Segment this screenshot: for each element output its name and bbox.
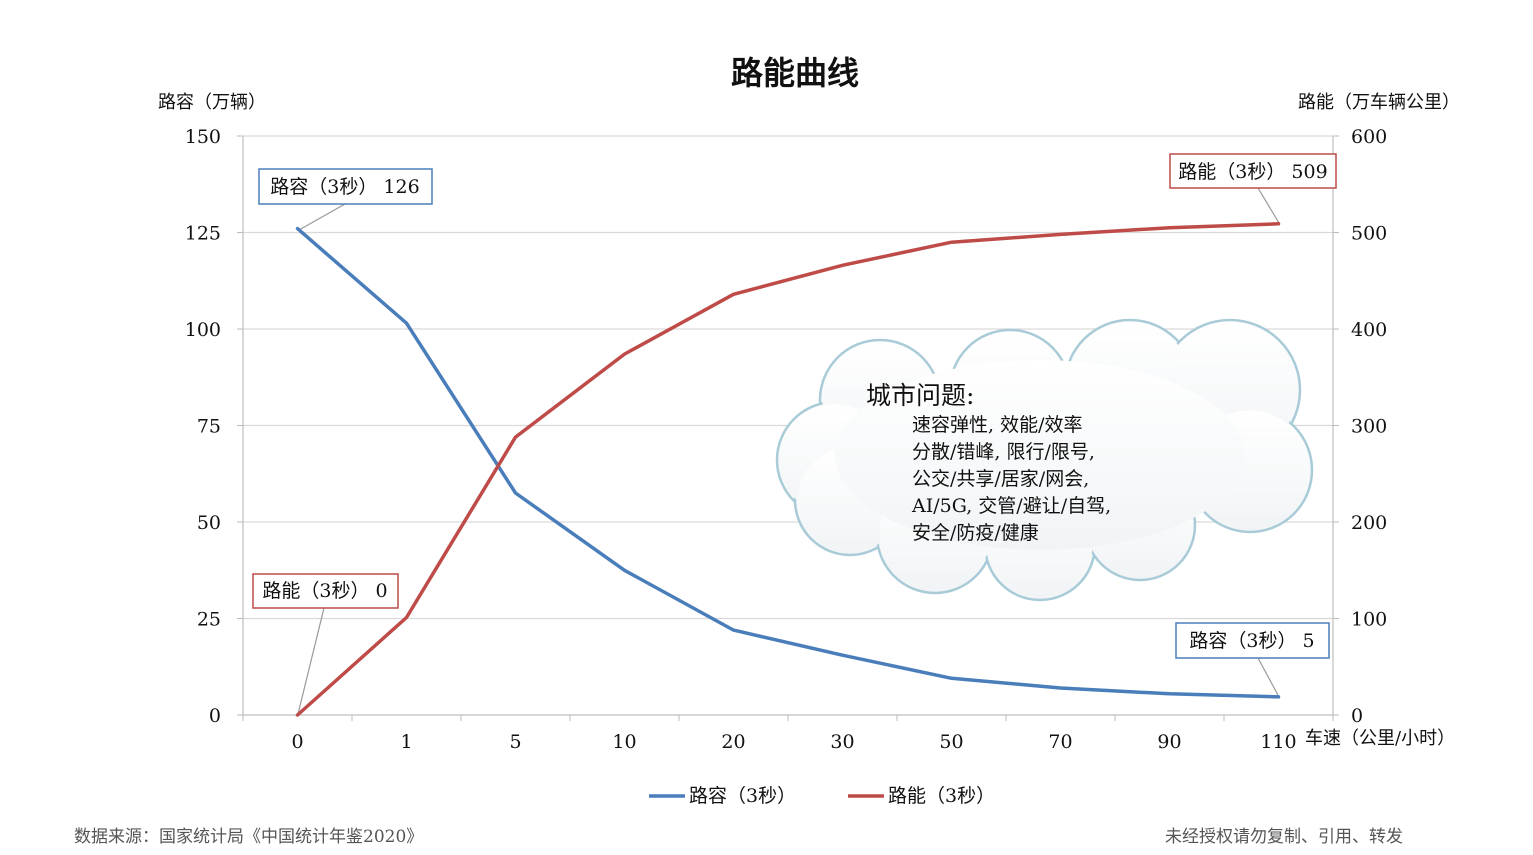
y-right-tick-label: 0 (1351, 705, 1363, 727)
annotation-text: 路能（3秒） 0 (262, 580, 387, 602)
y-left-tick-label: 100 (185, 319, 221, 341)
annotation-capacity-end: 路容（3秒） 5 (1175, 622, 1330, 698)
y-right-tick-label: 500 (1351, 223, 1387, 245)
y-right-tick-label: 100 (1351, 609, 1387, 631)
x-tick-label: 5 (509, 731, 521, 753)
y-left-tick-label: 0 (209, 705, 221, 727)
tick-labels: 0 25 50 75 100 125 150 0 100 200 300 400 500 600 0 1 5 10… (185, 126, 1388, 753)
annotation-energy-end: 路能（3秒） 509 (1169, 153, 1337, 224)
y-right-tick-label: 600 (1351, 126, 1387, 148)
y-left-tick-label: 125 (185, 223, 221, 245)
legend: 路容（3秒） 路能（3秒） (649, 785, 995, 807)
axes (237, 135, 1339, 721)
callout-line: 速容弹性, 效能/效率 (912, 414, 1082, 436)
legend-item-capacity: 路容（3秒） (649, 785, 796, 807)
right-axis-label: 路能（万车辆公里） (1298, 92, 1460, 113)
series-line-capacity (295, 226, 1281, 699)
annotation-energy-start: 路能（3秒） 0 (252, 573, 399, 715)
chart-title: 路能曲线 (731, 54, 859, 92)
data-source-note: 数据来源：国家统计局《中国统计年鉴2020》 (74, 827, 424, 847)
y-left-tick-label: 25 (197, 609, 221, 631)
callout-line: AI/5G, 交管/避让/自驾, (911, 495, 1111, 517)
x-tick-label: 90 (1157, 731, 1181, 753)
annotation-text: 路容（3秒） 126 (270, 176, 419, 198)
copyright-note: 未经授权请勿复制、引用、转发 (1165, 827, 1403, 847)
callout-title: 城市问题: (866, 381, 974, 410)
x-tick-label: 1 (400, 731, 412, 753)
x-tick-label: 0 (291, 731, 303, 753)
legend-label: 路能（3秒） (888, 785, 995, 807)
y-right-tick-label: 300 (1351, 416, 1387, 438)
legend-label: 路容（3秒） (689, 785, 796, 807)
callout-line: 分散/错峰, 限行/限号, (912, 441, 1095, 463)
legend-item-energy: 路能（3秒） (848, 785, 995, 807)
annotation-text: 路能（3秒） 509 (1178, 161, 1327, 183)
y-left-tick-label: 150 (185, 126, 221, 148)
series-lines (295, 222, 1281, 717)
x-tick-label: 30 (830, 731, 854, 753)
callout-line: 安全/防疫/健康 (912, 522, 1039, 544)
y-left-tick-label: 50 (197, 512, 221, 534)
chart-svg: 路能曲线 路容（万辆） 路能（万车辆公里） 025507510012515001… (158, 54, 1460, 807)
series-line-energy (295, 222, 1281, 717)
x-tick-label: 70 (1048, 731, 1072, 753)
x-axis-label: 车速（公里/小时） (1305, 728, 1455, 749)
y-right-tick-label: 200 (1351, 512, 1387, 534)
x-tick-label: 50 (939, 731, 963, 753)
x-tick-label: 10 (612, 731, 636, 753)
y-left-tick-label: 75 (197, 416, 221, 438)
annotation-text: 路容（3秒） 5 (1189, 630, 1314, 652)
x-tick-label: 110 (1260, 731, 1296, 753)
callout-line: 公交/共享/居家/网会, (912, 468, 1089, 490)
y-right-tick-label: 400 (1351, 319, 1387, 341)
annotation-capacity-start: 路容（3秒） 126 (258, 168, 433, 231)
problem-callout-cloud: 城市问题: 速容弹性, 效能/效率 分散/错峰, 限行/限号, 公交/共享/居家… (775, 318, 1314, 602)
x-tick-label: 20 (721, 731, 745, 753)
left-axis-label: 路容（万辆） (158, 92, 266, 113)
